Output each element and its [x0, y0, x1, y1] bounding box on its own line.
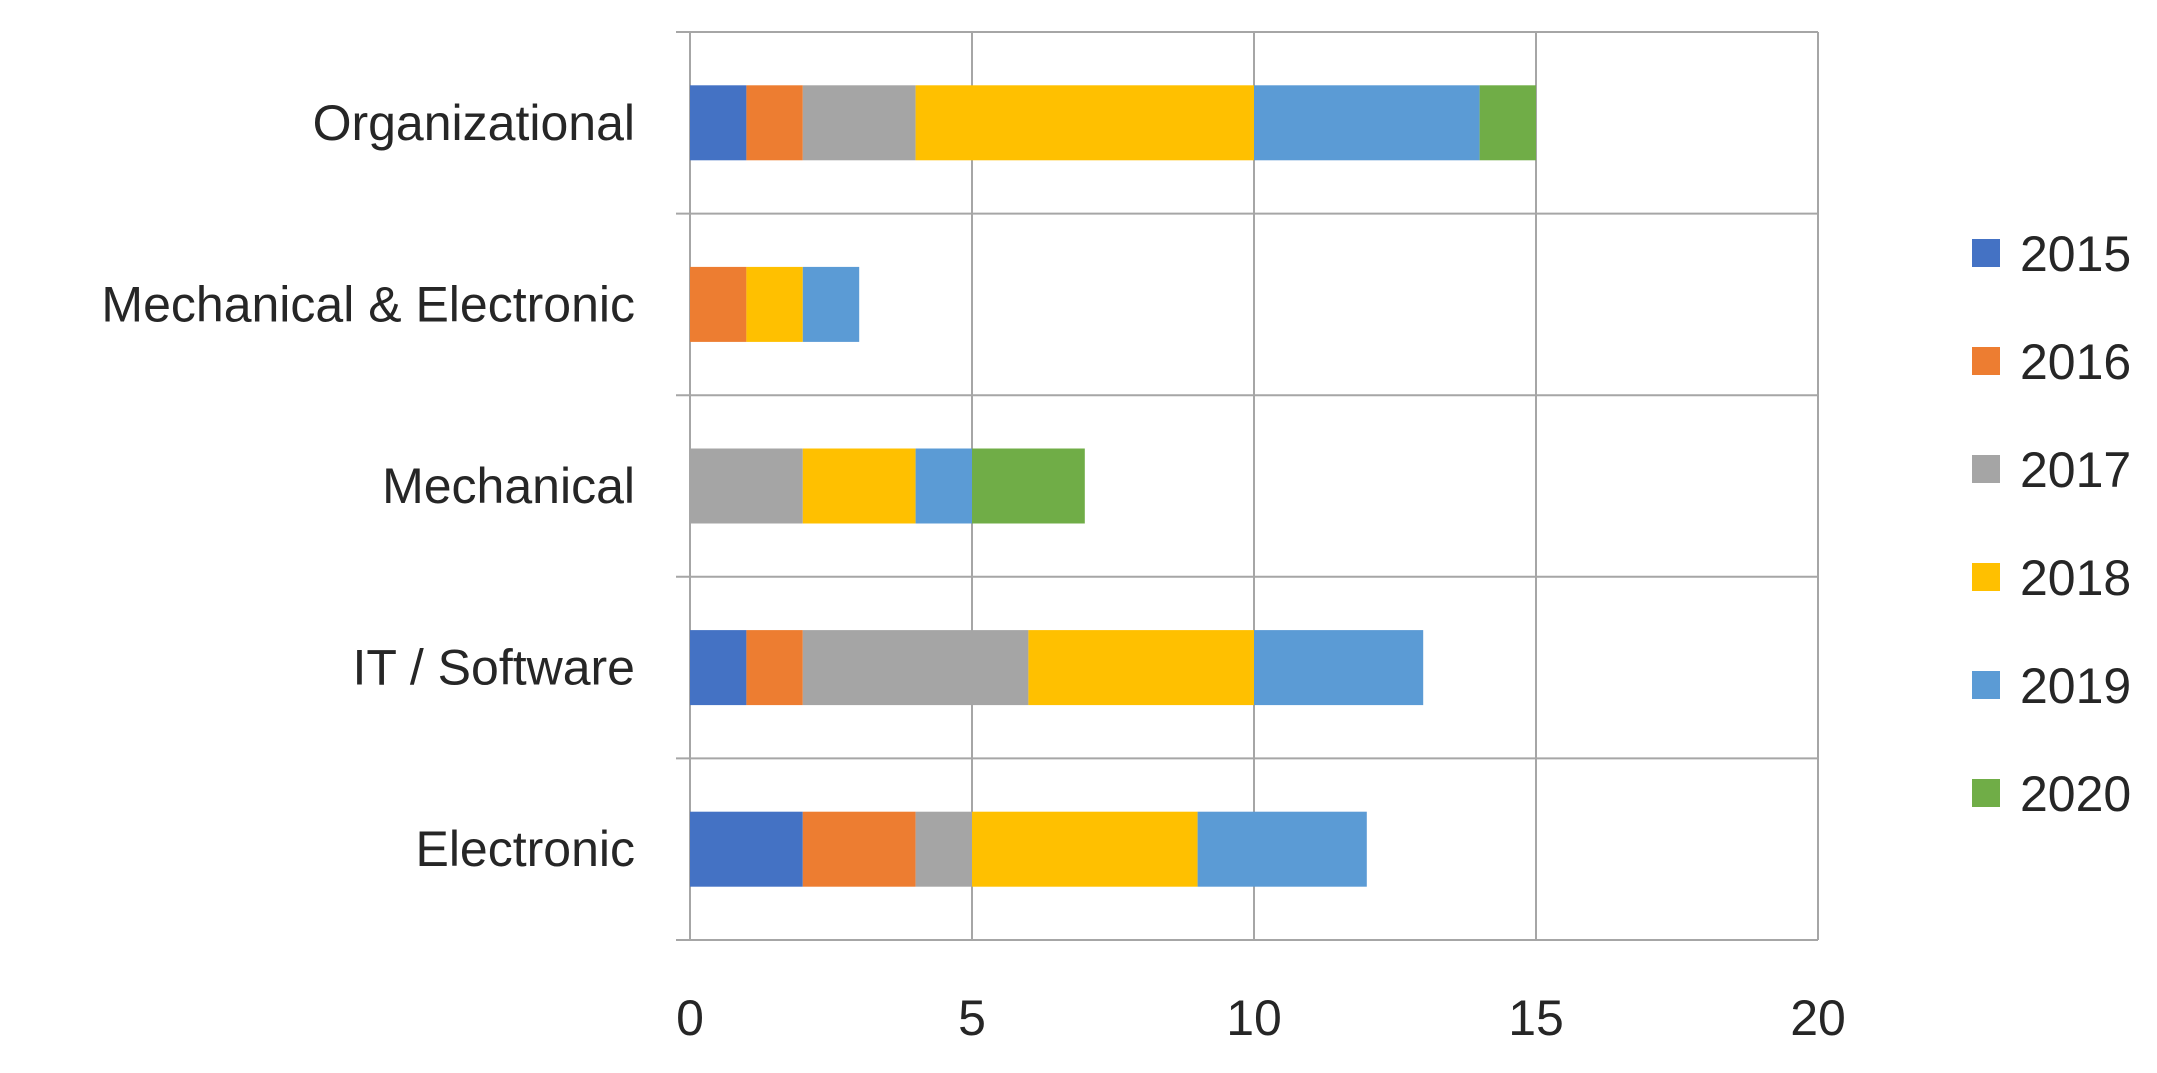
bar-segment: [915, 811, 972, 887]
x-tick-label: 0: [676, 990, 704, 1046]
bar-segment: [746, 85, 803, 161]
bar-segment: [746, 630, 803, 706]
x-tick-label: 15: [1508, 990, 1564, 1046]
x-tick-label: 20: [1790, 990, 1846, 1046]
bar-segment: [972, 448, 1085, 524]
bar-segment: [802, 811, 916, 887]
bar-segment: [802, 448, 916, 524]
x-tick-label: 5: [958, 990, 986, 1046]
category-label: Organizational: [313, 95, 635, 151]
bar-segment: [690, 266, 747, 342]
bar-segment: [915, 448, 972, 524]
category-label: Mechanical: [382, 458, 635, 514]
bar-segment: [690, 630, 747, 706]
legend-label: 2020: [2020, 766, 2131, 822]
bar-segment: [690, 85, 747, 161]
legend-swatch: [1972, 671, 2000, 699]
legend-swatch: [1972, 455, 2000, 483]
bar-segment: [690, 811, 803, 887]
bar-segment: [1254, 85, 1480, 161]
bar-segment: [1254, 630, 1424, 706]
x-tick-label: 10: [1226, 990, 1282, 1046]
legend-label: 2016: [2020, 334, 2131, 390]
bar-segment: [746, 266, 803, 342]
legend-label: 2019: [2020, 658, 2131, 714]
bar-segment: [1028, 630, 1254, 706]
bar-segment: [972, 811, 1198, 887]
legend-label: 2015: [2020, 226, 2131, 282]
bar-segment: [690, 448, 803, 524]
bar-segment: [915, 85, 1254, 161]
legend-swatch: [1972, 779, 2000, 807]
bar-segment: [1479, 85, 1536, 161]
bar-segment: [1197, 811, 1367, 887]
bar-segment: [802, 85, 916, 161]
category-label: Mechanical & Electronic: [101, 276, 635, 332]
legend-swatch: [1972, 563, 2000, 591]
bar-segment: [802, 630, 1029, 706]
bar-segment: [802, 266, 860, 342]
category-label: Electronic: [415, 821, 635, 877]
legend-swatch: [1972, 347, 2000, 375]
legend-label: 2017: [2020, 442, 2131, 498]
category-label: IT / Software: [352, 640, 635, 696]
legend-label: 2018: [2020, 550, 2131, 606]
legend-swatch: [1972, 239, 2000, 267]
